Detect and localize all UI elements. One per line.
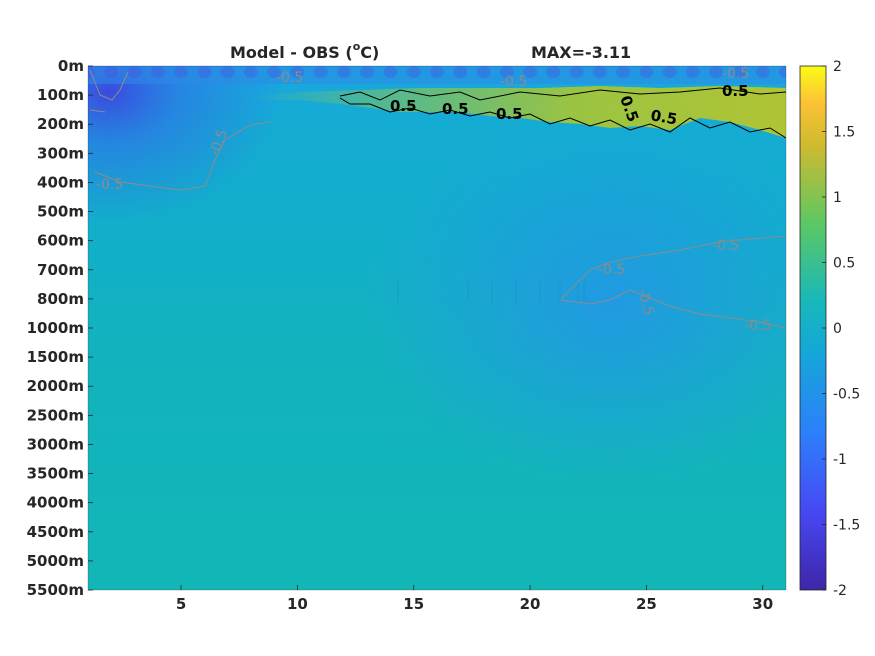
x-tick-label: 30: [752, 595, 773, 613]
x-tick-label: 20: [520, 595, 541, 613]
x-tick-label: 25: [636, 595, 657, 613]
y-tick-label: 3000m: [27, 435, 84, 453]
colorbar-tick-label: -2: [833, 583, 847, 599]
y-tick-label: 5500m: [27, 581, 84, 599]
surface-cell: [150, 66, 165, 78]
contour-label-pos: 0.5: [722, 82, 749, 100]
contour-label-pos: 0.5: [649, 106, 678, 128]
contour-label-neg: -0.5: [500, 74, 527, 90]
y-tick-label: 100m: [37, 86, 84, 104]
y-tick-label: 200m: [37, 115, 84, 133]
contour-label-pos: 0.5: [442, 100, 469, 118]
surface-cell: [779, 66, 786, 78]
surface-cell: [406, 66, 421, 78]
y-tick-label: 700m: [37, 261, 84, 279]
colorbar-tick-label: 1.5: [833, 125, 855, 141]
surface-cell: [499, 66, 514, 78]
y-tick-label: 1000m: [27, 319, 84, 337]
y-tick-label: 300m: [37, 144, 84, 162]
negative-contour-corner: [89, 69, 129, 113]
y-axis: 0m 100m 200m 300m 400m 500m 600m 700m 800m 1000m 1…: [27, 57, 93, 599]
contour-label-neg: -0.5: [598, 262, 625, 278]
surface-cell: [569, 66, 584, 78]
surface-cell: [662, 66, 677, 78]
colorbar-tick-label: 0.5: [833, 256, 855, 272]
colorbar-ticks: 2 1.5 1 0.5 0 -0.5 -1 -1.5 -2: [822, 59, 860, 599]
contour-label-neg: -0.5: [744, 318, 771, 334]
surface-cell: [592, 66, 607, 78]
y-tick-label: 4000m: [27, 494, 84, 512]
surface-cell: [546, 66, 561, 78]
y-tick-label: 400m: [37, 173, 84, 191]
negative-contour-deep: [559, 235, 786, 329]
surface-cell: [616, 66, 631, 78]
surface-cell: [174, 66, 189, 78]
depth-streaks: [397, 282, 585, 302]
surface-cell: [360, 66, 375, 78]
surface-cell: [685, 66, 700, 78]
contour-label-neg: -0.5: [96, 177, 123, 193]
x-axis: 5 10 15 20 25 30: [176, 585, 773, 613]
colorbar-tick-label: -1: [833, 452, 847, 468]
chart-title: Model - OBS (oC): [230, 40, 379, 62]
contour-label-neg: -0.5: [276, 70, 303, 86]
surface-cell: [88, 66, 95, 78]
y-tick-label: 0m: [58, 57, 84, 75]
surface-cell: [709, 66, 724, 78]
colorbar-tick-label: -1.5: [833, 518, 860, 534]
surface-cell: [383, 66, 398, 78]
contour-label-neg: -0.5: [712, 238, 739, 254]
surface-layer: [88, 66, 786, 84]
contour-label-neg: -0.5: [634, 287, 657, 318]
y-tick-label: 500m: [37, 203, 84, 221]
y-tick-label: 4500m: [27, 523, 84, 541]
surface-cell: [104, 66, 119, 78]
surface-cell: [732, 66, 747, 78]
surface-cell: [476, 66, 491, 78]
surface-cell: [430, 66, 444, 78]
y-tick-label: 2500m: [27, 406, 84, 424]
surface-cell: [336, 66, 351, 78]
y-tick-label: 1500m: [27, 348, 84, 366]
y-tick-label: 2000m: [27, 377, 84, 395]
colorbar-tick-label: 2: [833, 59, 842, 75]
colorbar-tick-label: 0: [833, 321, 842, 337]
x-tick-label: 5: [176, 595, 186, 613]
surface-cell: [523, 66, 538, 78]
surface-cell: [267, 66, 282, 78]
surface-cell: [453, 66, 468, 78]
surface-cell: [755, 66, 770, 78]
surface-cell: [290, 66, 305, 78]
colorbar-tick-label: 1: [833, 190, 842, 206]
y-tick-label: 3500m: [27, 465, 84, 483]
surface-cell: [313, 66, 328, 78]
surface-cell: [197, 66, 212, 78]
surface-cell: [639, 66, 654, 78]
contour-label-pos: 0.5: [496, 105, 523, 123]
colorbar: 2 1.5 1 0.5 0 -0.5 -1 -1.5 -2: [799, 59, 860, 599]
positive-contour: [339, 87, 786, 139]
surface-cell: [127, 66, 142, 78]
colorbar-tick-label: -0.5: [833, 387, 860, 403]
y-tick-label: 600m: [37, 232, 84, 250]
surface-cell: [243, 66, 258, 78]
x-tick-label: 10: [287, 595, 308, 613]
max-label: MAX=-3.11: [531, 43, 631, 62]
contour-label-neg: -0.5: [722, 66, 749, 82]
y-tick-label: 5000m: [27, 552, 84, 570]
heatmap-plot-area: 0.5 0.5 0.5 0.5 0.5 0.5 -0.5 -0.5 -0.5 -…: [88, 66, 786, 590]
surface-cell: [220, 66, 235, 78]
surface-wiggles: [88, 66, 786, 78]
x-tick-label: 15: [403, 595, 424, 613]
negative-contour-upper: [94, 121, 271, 191]
cold-anomaly-corner: [88, 66, 786, 590]
y-tick-label: 800m: [37, 290, 84, 308]
contour-label-pos: 0.5: [390, 97, 417, 115]
